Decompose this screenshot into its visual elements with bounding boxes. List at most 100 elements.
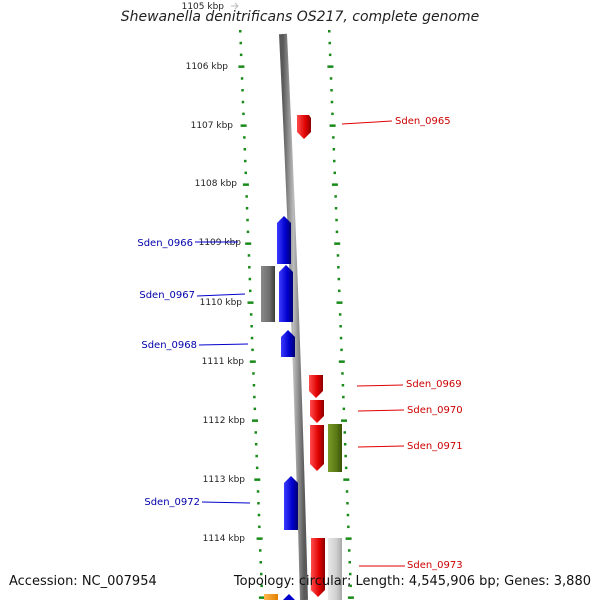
kbp-label: 1109 kbp [199, 238, 242, 248]
scale-tick-minor [239, 30, 242, 33]
scale-tick-minor [249, 289, 252, 293]
scale-tick-minor [247, 254, 251, 257]
scale-tick-minor [348, 549, 351, 552]
scale-tick-major [247, 301, 254, 304]
scale-tick-minor [244, 159, 247, 163]
gene-arrow-sden-0965[interactable] [297, 115, 311, 139]
gene-label-sden-0967[interactable]: Sden_0967 [139, 290, 195, 301]
scale-tick-minor [333, 171, 336, 175]
scale-tick-major [331, 183, 338, 186]
genome-backbone [279, 33, 308, 600]
gene-label-sden-0966[interactable]: Sden_0966 [137, 238, 193, 249]
scale-tick-minor [337, 277, 341, 281]
gene-arrow-sden-0966[interactable] [277, 216, 291, 264]
kbp-labels: 1105 kbp 1106 kbp 1107 kbp 1108 kbp 1109… [182, 2, 246, 544]
kbp-label: 1110 kbp [200, 298, 243, 308]
scale-tick-major [329, 124, 336, 127]
gene-label-sden-0968[interactable]: Sden_0968 [141, 340, 197, 351]
scale-tick-minor [260, 584, 263, 588]
scale-tick-minor [253, 395, 256, 399]
scroll-up-arrow-icon[interactable] [231, 2, 239, 10]
scale-tick-major [338, 360, 345, 363]
genome-title: Shewanella denitrificans OS217, complete… [120, 9, 480, 25]
kbp-label: 1108 kbp [195, 179, 238, 189]
scale-ticks-right [327, 30, 354, 599]
gene-arrow-sden-0967[interactable] [279, 265, 293, 322]
scale-tick-major [343, 478, 350, 481]
gene-arrow-partial[interactable] [283, 594, 295, 600]
scale-tick-major [252, 419, 258, 422]
scale-tick-minor [349, 584, 352, 588]
scale-tick-minor [338, 313, 342, 316]
scale-tick-minor [349, 572, 352, 576]
scale-tick-minor [250, 336, 254, 340]
feature-lightgray-block[interactable] [328, 538, 342, 600]
scale-tick-minor [241, 89, 244, 92]
scale-tick-minor [347, 525, 350, 529]
gene-label-sden-0971[interactable]: Sden_0971 [407, 441, 463, 452]
gene-arrow-sden-0973[interactable] [311, 538, 325, 597]
scale-tick-minor [243, 148, 247, 151]
feature-orange-block[interactable] [264, 594, 278, 600]
gene-arrow-sden-0971[interactable] [310, 425, 324, 471]
scale-tick-minor [337, 266, 340, 269]
gene-label-sden-0969[interactable]: Sden_0969 [406, 379, 462, 390]
gene-label-sden-0965[interactable]: Sden_0965 [395, 116, 451, 127]
scale-tick-minor [252, 384, 256, 387]
scale-tick-minor [335, 218, 338, 222]
kbp-label: 1111 kbp [202, 357, 245, 367]
scale-tick-minor [341, 372, 344, 375]
scale-tick-minor [334, 207, 338, 210]
scale-tick-minor [345, 490, 349, 493]
scale-tick-major [336, 301, 343, 304]
scale-tick-minor [333, 159, 336, 163]
scale-tick-major [254, 478, 261, 481]
leader-line-sden-0969 [356, 384, 404, 387]
scale-tick-minor [240, 77, 244, 80]
scale-tick-minor [248, 266, 251, 269]
scale-tick-minor [246, 230, 250, 234]
scale-tick-major [347, 596, 354, 599]
scale-tick-minor [332, 136, 335, 139]
scale-tick-major [245, 242, 252, 245]
gene-arrow-sden-0969[interactable] [309, 375, 323, 398]
scale-tick-minor [239, 53, 243, 57]
scale-tick-minor [248, 277, 252, 281]
scale-tick-minor [253, 407, 257, 411]
scale-tick-minor [245, 195, 248, 198]
scale-tick-minor [344, 454, 347, 458]
scale-tick-major [256, 537, 263, 540]
scale-tick-minor [343, 443, 347, 446]
scale-tick-minor [259, 561, 262, 564]
scale-tick-major [249, 360, 256, 363]
gene-label-sden-0970[interactable]: Sden_0970 [407, 405, 463, 416]
leader-line-sden-0972 [201, 501, 251, 504]
scale-tick-minor [257, 502, 260, 505]
scale-tick-minor [340, 348, 343, 352]
leader-line-sden-0968 [198, 343, 249, 346]
scale-tick-minor [342, 395, 345, 399]
gene-label-sden-0972[interactable]: Sden_0972 [144, 497, 200, 508]
gene-arrow-sden-0972[interactable] [284, 476, 298, 530]
scale-tick-minor [346, 502, 349, 505]
gene-label-sden-0973[interactable]: Sden_0973 [407, 560, 463, 571]
feature-olive-block[interactable] [328, 424, 342, 472]
scale-tick-minor [348, 561, 351, 564]
scale-tick-minor [328, 41, 331, 45]
gene-arrow-sden-0968[interactable] [281, 330, 295, 357]
feature-gray-block[interactable] [261, 266, 275, 322]
scale-tick-minor [259, 549, 262, 552]
scale-tick-minor [341, 384, 345, 387]
gene-arrow-sden-0970[interactable] [310, 400, 324, 423]
scale-tick-minor [254, 443, 258, 446]
scale-tick-minor [336, 254, 340, 257]
scale-tick-minor [338, 289, 341, 293]
scale-tick-minor [260, 572, 263, 576]
kbp-label: 1107 kbp [191, 121, 234, 131]
kbp-label: 1114 kbp [203, 534, 246, 544]
scale-tick-major [242, 183, 249, 186]
scale-tick-minor [242, 112, 245, 116]
scale-tick-minor [250, 325, 253, 328]
scale-tick-minor [252, 372, 255, 375]
scale-tick-major [238, 65, 245, 68]
